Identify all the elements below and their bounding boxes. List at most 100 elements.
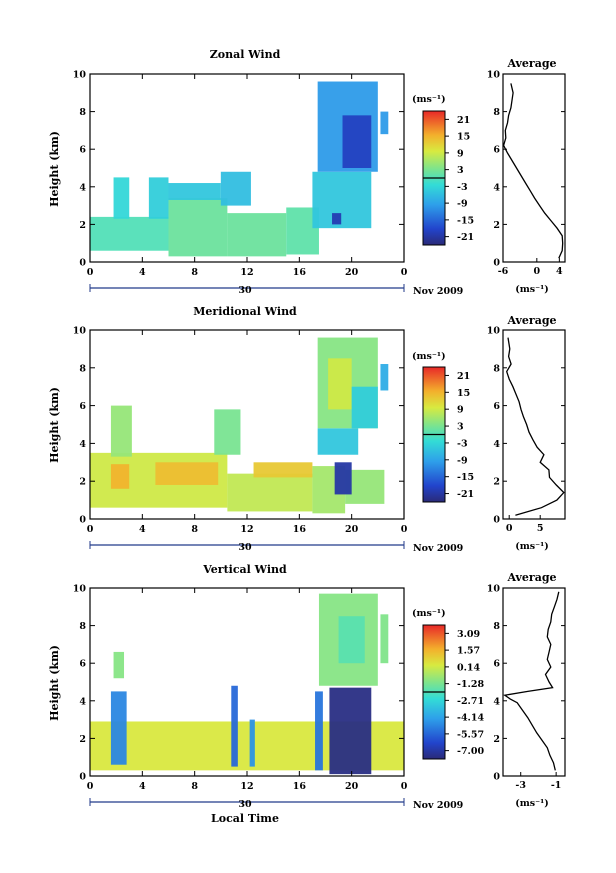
heatmap-cell xyxy=(312,171,372,229)
heatmap-cell xyxy=(334,462,352,495)
heatmap-cell xyxy=(113,651,125,679)
heatmap-cell xyxy=(332,213,342,225)
x-tick-label: 8 xyxy=(191,267,198,278)
y-tick-label: 0 xyxy=(79,772,86,783)
y-tick-label: 8 xyxy=(79,621,86,632)
profile-x-tick-label: 5 xyxy=(537,523,544,534)
profile-y-tick-label: 2 xyxy=(493,220,500,231)
panel-title: Meridional Wind xyxy=(193,305,297,318)
heatmap-cell xyxy=(380,364,389,391)
heatmap-plot: 0 2 4 6 8 10 0 4 8 12 16 20 0 xyxy=(73,326,408,549)
y-axis-label: Height (km) xyxy=(48,387,61,463)
x-tick-label: 0 xyxy=(401,524,408,535)
profile-title: Average xyxy=(506,571,556,584)
x-tick-label: 0 xyxy=(87,781,94,792)
profile-y-tick-label: 6 xyxy=(493,401,500,412)
colorbar-tick-label: 15 xyxy=(457,388,470,399)
heatmap-cell xyxy=(328,358,352,410)
heatmap-cell xyxy=(214,409,241,455)
x-tick-label: 0 xyxy=(401,267,408,278)
y-tick-label: 4 xyxy=(79,182,86,193)
panel-title: Vertical Wind xyxy=(202,563,287,576)
date-label: Nov 2009 xyxy=(413,286,464,297)
profile-y-tick-label: 8 xyxy=(493,363,500,374)
heatmap-cell xyxy=(227,473,313,512)
profile-x-tick-label: 0 xyxy=(534,266,541,277)
heatmap-cell xyxy=(227,213,287,257)
panel-title: Zonal Wind xyxy=(210,48,281,61)
profile-line xyxy=(503,591,560,771)
colorbar-tick-label: -3 xyxy=(457,438,468,449)
colorbar-unit: (ms⁻¹) xyxy=(412,351,446,362)
profile-y-tick-label: 6 xyxy=(493,145,500,156)
colorbar-tick-label: 15 xyxy=(457,132,470,143)
heatmap-cell xyxy=(249,719,255,767)
profile-x-tick-label: -6 xyxy=(498,266,509,277)
y-tick-label: 2 xyxy=(79,220,86,231)
profile-frame xyxy=(502,73,566,263)
heatmap-cell xyxy=(253,462,313,478)
x-tick-label: 12 xyxy=(240,524,253,535)
x-tick-label: 20 xyxy=(345,781,359,792)
y-tick-label: 4 xyxy=(79,696,86,707)
date-day-label: 30 xyxy=(238,799,252,810)
x-tick-label: 16 xyxy=(293,524,307,535)
heatmap-cell xyxy=(168,198,228,257)
colorbar-tick-label: 0.14 xyxy=(457,662,481,673)
profile-y-tick-label: 8 xyxy=(493,107,500,118)
profile-x-tick-label: 4 xyxy=(556,266,563,277)
profile-y-tick-label: 10 xyxy=(487,70,501,81)
colorbar-tick-label: 9 xyxy=(457,148,464,159)
profile-y-tick-label: 4 xyxy=(493,696,500,707)
y-axis-label: Height (km) xyxy=(48,645,61,721)
heatmap-cell xyxy=(110,405,132,457)
colorbar-tick-label: 3 xyxy=(457,165,464,176)
profile-frame xyxy=(502,329,566,520)
heatmap-cell xyxy=(380,111,389,135)
colorbar-tick-label: -15 xyxy=(457,215,474,226)
profile-xlabel: (ms⁻¹) xyxy=(515,284,549,295)
heatmap-cell xyxy=(113,177,130,219)
colorbar-unit: (ms⁻¹) xyxy=(412,608,446,619)
x-tick-label: 20 xyxy=(345,524,359,535)
colorbar-tick-label: -7.00 xyxy=(457,746,484,757)
profile-y-tick-label: 4 xyxy=(493,182,500,193)
heatmap-plot: 0 2 4 6 8 10 0 4 8 12 16 20 0 xyxy=(73,70,408,292)
profile-y-tick-label: 8 xyxy=(493,621,500,632)
profile-line xyxy=(502,83,564,259)
profile-title: Average xyxy=(506,57,556,70)
heatmap-cell xyxy=(220,171,251,206)
colorbar-tick-label: -9 xyxy=(457,199,468,210)
heatmap-cell xyxy=(110,691,127,765)
colorbar: 21 15 9 3 -3 -9 -15 -21 xyxy=(422,366,474,503)
date-label: Nov 2009 xyxy=(413,543,464,554)
heatmap-cell xyxy=(315,691,323,771)
heatmap-cell xyxy=(338,616,365,664)
x-tick-label: 4 xyxy=(139,524,146,535)
colorbar-tick-label: -2.71 xyxy=(457,696,484,707)
y-tick-label: 10 xyxy=(73,584,87,595)
x-tick-label: 16 xyxy=(293,781,307,792)
y-tick-label: 6 xyxy=(79,659,86,670)
y-tick-label: 10 xyxy=(73,326,87,337)
y-tick-label: 0 xyxy=(79,258,86,269)
profile-y-tick-label: 4 xyxy=(493,439,500,450)
profile-y-tick-label: 2 xyxy=(493,477,500,488)
y-axis-label: Height (km) xyxy=(48,131,61,207)
heatmap-cell xyxy=(351,386,378,429)
y-tick-label: 6 xyxy=(79,401,86,412)
colorbar-tick-label: 3.09 xyxy=(457,629,481,640)
x-tick-label: 12 xyxy=(240,781,253,792)
y-tick-label: 8 xyxy=(79,363,86,374)
y-tick-label: 0 xyxy=(79,515,86,526)
heatmap-cell xyxy=(231,685,238,767)
profile-title: Average xyxy=(506,314,556,327)
profile-x-tick-label: -1 xyxy=(551,780,562,791)
profile-xlabel: (ms⁻¹) xyxy=(515,798,549,809)
date-label: Nov 2009 xyxy=(413,800,464,811)
average-profile: 0 2 4 6 8 10 0 5 xyxy=(487,326,566,534)
heatmap-cell xyxy=(148,177,169,219)
